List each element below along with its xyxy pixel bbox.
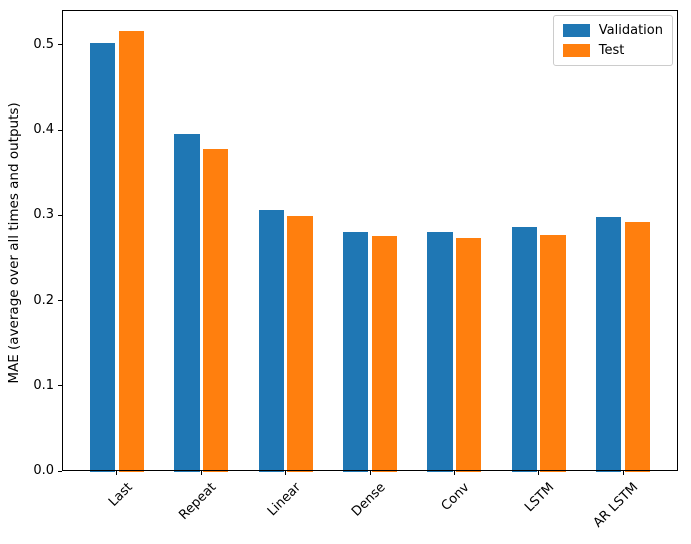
x-tick-label-lstm: LSTM [522,480,558,516]
bar-test-conv [456,238,482,472]
x-tick-mark [622,471,624,475]
y-tick-mark [58,300,62,302]
bar-validation-repeat [174,133,200,472]
bar-test-lstm [540,234,566,472]
y-tick-mark [58,129,62,131]
bar-test-linear [287,216,313,472]
bar-validation-conv [427,232,453,472]
bar-validation-lstm [511,227,538,472]
y-tick-label: 0.4 [33,122,54,138]
bar-test-ar-lstm [624,222,651,472]
bar-validation-dense [342,231,369,472]
x-tick-label-conv: Conv [439,480,473,514]
x-tick-mark [116,471,118,475]
y-tick-mark [58,470,62,472]
plot-frame [62,10,678,471]
legend-label-test: Test [598,43,625,58]
legend-item-test: Test [562,43,663,58]
y-tick-mark [58,214,62,216]
x-tick-label-repeat: Repeat [176,480,220,523]
legend-swatch-validation [562,24,590,37]
x-tick-mark [200,471,202,475]
x-tick-label-linear: Linear [265,480,305,520]
bar-test-repeat [202,148,229,472]
y-tick-label: 0.0 [33,463,54,478]
bar-test-last [118,31,144,472]
x-tick-label-dense: Dense [348,480,389,520]
legend-label-validation: Validation [598,23,663,38]
x-tick-mark [453,471,455,475]
x-tick-mark [369,471,371,475]
bar-validation-ar-lstm [596,217,622,472]
legend: Validation Test [552,15,673,66]
legend-item-validation: Validation [562,23,663,38]
y-axis-label: MAE (average over all times and outputs) [6,102,22,384]
y-tick-label: 0.1 [33,377,54,393]
legend-swatch-test [562,44,590,57]
y-tick-mark [58,385,62,387]
bar-test-dense [371,235,397,472]
y-tick-label: 0.5 [33,36,54,52]
bar-validation-linear [258,210,284,472]
y-tick-label: 0.3 [33,207,54,223]
x-tick-label-last: Last [105,480,136,510]
y-tick-label: 0.2 [33,292,54,308]
y-tick-mark [58,44,62,46]
x-tick-mark [538,471,540,475]
bar-validation-last [89,43,116,472]
x-tick-mark [285,471,287,475]
x-tick-label-ar-lstm: AR LSTM [591,480,642,531]
